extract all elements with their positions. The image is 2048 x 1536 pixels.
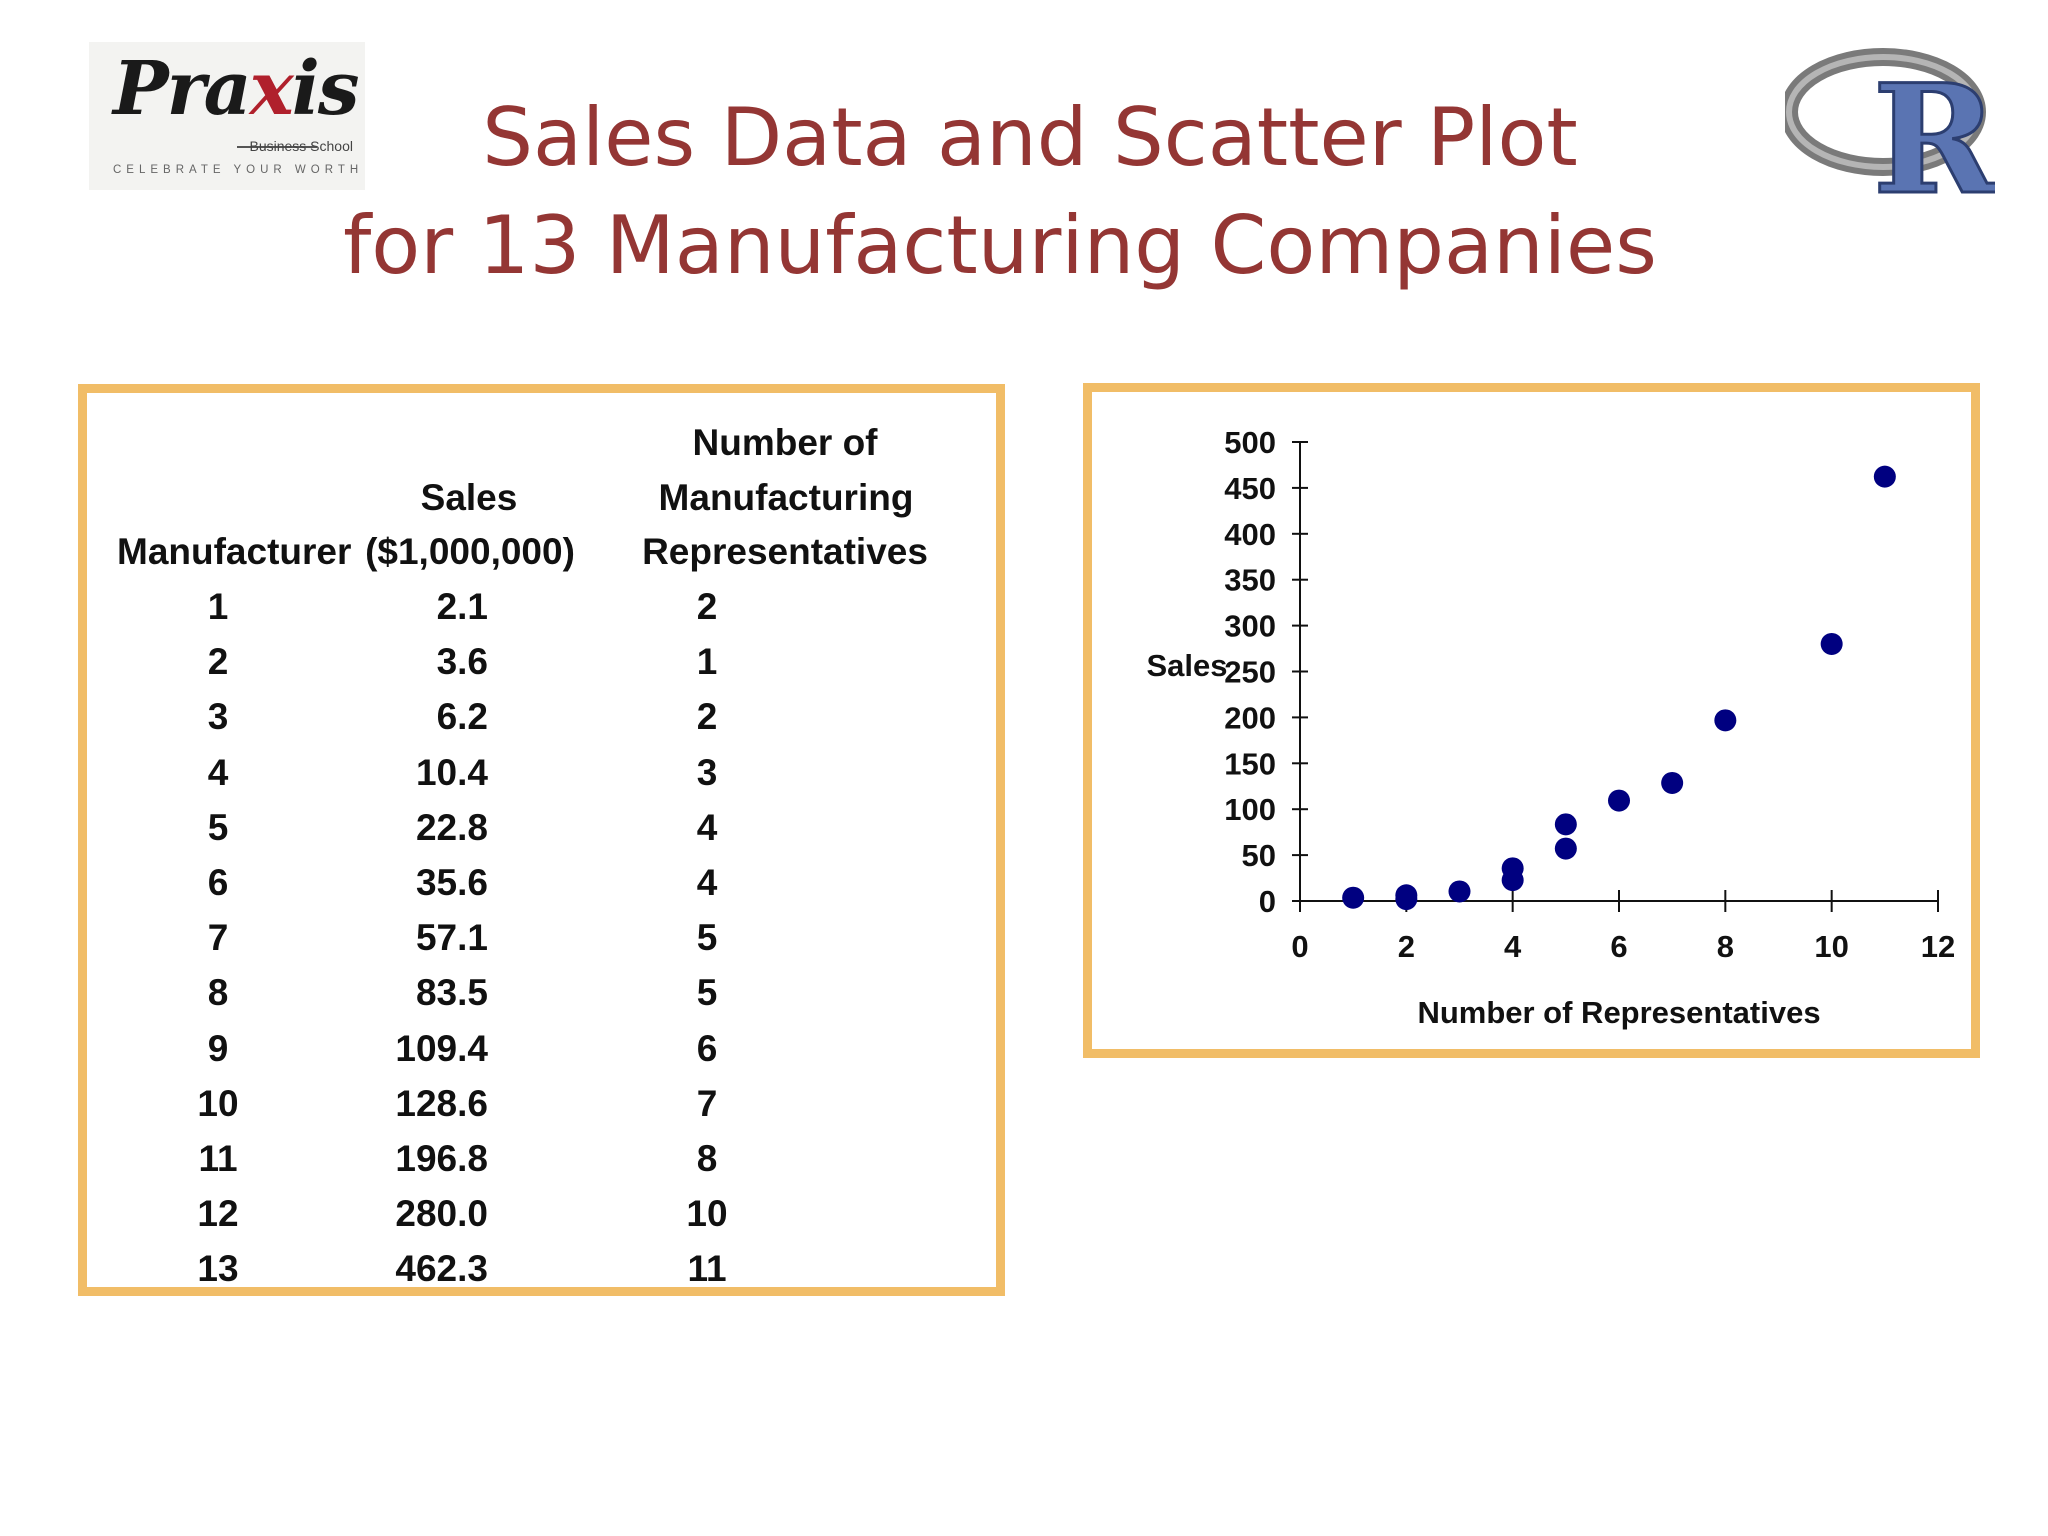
data-point [1661,771,1684,794]
data-point [1714,709,1737,732]
logo-school-text: Business School [249,138,353,154]
cell-sales: 2.1 [436,586,488,627]
scatter-chart: 0 50 100 150 200 250 300 350 400 450 500 0 2 4 6 8 10 12 S… [1146,425,1955,1030]
cell-sales: 22.8 [415,806,488,848]
data-point [1395,884,1418,907]
cell-manufacturer: 6 [207,862,229,903]
cell-reps: 10 [686,1193,728,1235]
cell-manufacturer: 13 [197,1248,239,1290]
header-sales-line-1: Sales [420,477,518,518]
x-tick-label: 10 [1814,929,1848,964]
logo-wordmark: Praxis [113,46,360,132]
scatter-chart-frame: 0 50 100 150 200 250 300 350 400 450 500 0 2 4 6 8 10 12 S… [1083,383,1980,1058]
cell-manufacturer: 8 [207,972,229,1014]
y-tick-label: 100 [1224,792,1276,827]
y-tick-label: 0 [1259,884,1276,919]
header-manufacturer: Manufacturer [117,531,352,572]
cell-sales: 83.5 [415,972,488,1014]
header-reps-line-3: Representatives [642,531,928,572]
data-point [1342,886,1365,909]
cell-reps: 4 [696,806,718,848]
cell-sales: 35.6 [415,862,488,903]
cell-reps: 2 [696,696,718,738]
cell-sales: 6.2 [436,696,488,738]
cell-reps: 7 [696,1082,718,1124]
cell-manufacturer: 10 [197,1082,239,1124]
cell-manufacturer: 5 [207,806,229,848]
y-tick-label: 500 [1224,425,1276,460]
header-sales-line-2: ($1,000,000) [365,531,575,572]
cell-manufacturer: 2 [207,641,229,683]
cell-reps: 5 [696,917,718,959]
y-tick-label: 350 [1224,563,1276,598]
data-point [1501,857,1524,880]
data-point [1554,837,1577,860]
y-axis-label: Sales [1146,648,1227,683]
y-tick-label: 200 [1224,700,1276,735]
cell-manufacturer: 3 [207,696,229,738]
x-tick-label: 2 [1398,929,1415,964]
cell-sales: 280.0 [395,1193,488,1235]
cell-sales: 462.3 [395,1248,488,1290]
data-point [1873,465,1896,488]
x-axis-label: Number of Representatives [1417,995,1820,1030]
cell-sales: 3.6 [436,641,488,683]
page-title-line-2: for 13 Manufacturing Companies [343,199,1657,292]
x-tick-label: 6 [1610,929,1627,964]
data-point [1448,880,1471,903]
data-point [1820,632,1843,655]
cell-reps: 5 [696,972,718,1014]
header-reps-line-2: Manufacturing [658,477,914,518]
y-tick-label: 150 [1224,746,1276,781]
y-tick-label: 50 [1242,838,1276,873]
header-reps-line-1: Number of [692,422,878,463]
cell-reps: 2 [696,586,718,627]
cell-manufacturer: 9 [207,1027,229,1069]
cell-reps: 4 [696,862,718,903]
data-point [1608,789,1630,812]
x-tick-label: 4 [1504,929,1522,964]
cell-sales: 128.6 [395,1082,488,1124]
cell-reps: 8 [696,1138,718,1179]
cell-manufacturer: 4 [207,751,229,793]
cell-reps: 11 [687,1248,727,1290]
y-tick-label: 300 [1224,609,1276,644]
x-tick-label: 0 [1291,929,1308,964]
cell-manufacturer: 7 [207,917,229,959]
logo-underline [237,146,317,148]
cell-sales: 57.1 [415,917,488,959]
cell-manufacturer: 12 [197,1193,239,1235]
y-tick-label: 250 [1224,655,1276,690]
x-tick-label: 12 [1921,929,1955,964]
page-title-line-1: Sales Data and Scatter Plot [482,91,1578,184]
cell-manufacturer: 11 [198,1138,238,1179]
cell-reps: 6 [696,1027,718,1069]
data-table: Number of Sales Manufacturing Manufactur… [78,384,1005,1296]
data-point [1554,813,1577,836]
cell-manufacturer: 1 [207,586,229,627]
cell-sales: 109.4 [395,1027,488,1069]
y-tick-label: 450 [1224,471,1276,506]
y-tick-label: 400 [1224,517,1276,552]
cell-reps: 3 [696,751,718,793]
cell-reps: 1 [696,641,718,683]
cell-sales: 10.4 [415,751,488,793]
x-tick-label: 8 [1717,929,1734,964]
cell-sales: 196.8 [395,1138,488,1179]
logo-tagline: CELEBRATE YOUR WORTH [113,164,364,176]
praxis-logo: Praxis Business School CELEBRATE YOUR WO… [89,42,365,190]
svg-text:R: R [1873,52,1995,202]
r-logo: R [1785,48,1995,202]
